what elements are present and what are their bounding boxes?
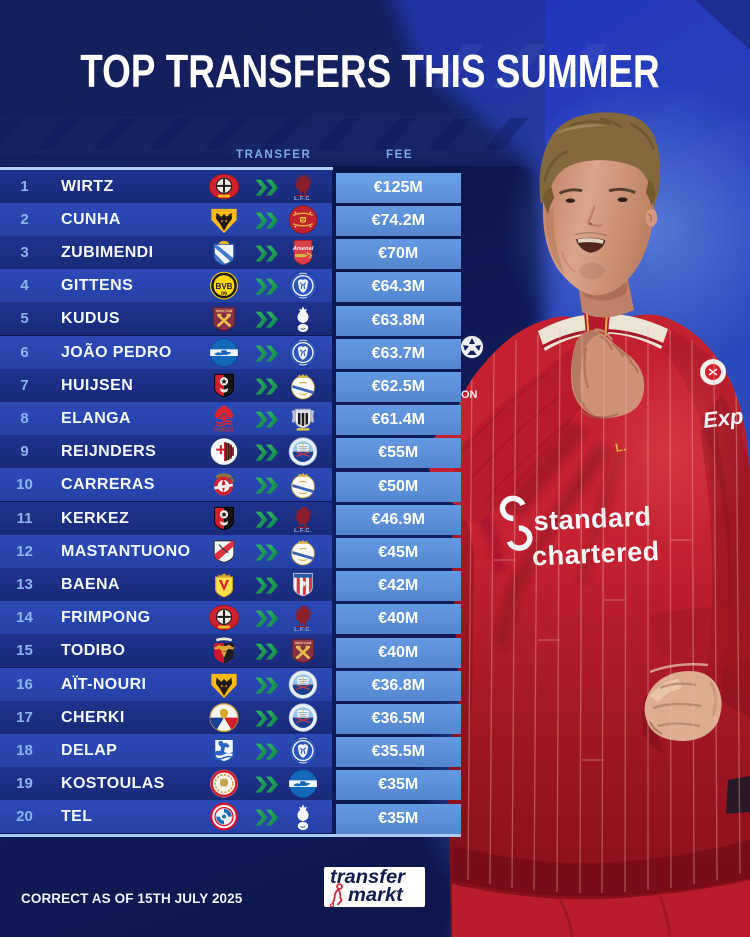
svg-text:L.: L. <box>614 439 627 455</box>
svg-text:chartered: chartered <box>531 536 660 572</box>
svg-text:Exp: Exp <box>702 403 745 433</box>
svg-text:standard: standard <box>533 501 652 536</box>
svg-text:ON: ON <box>461 389 478 401</box>
